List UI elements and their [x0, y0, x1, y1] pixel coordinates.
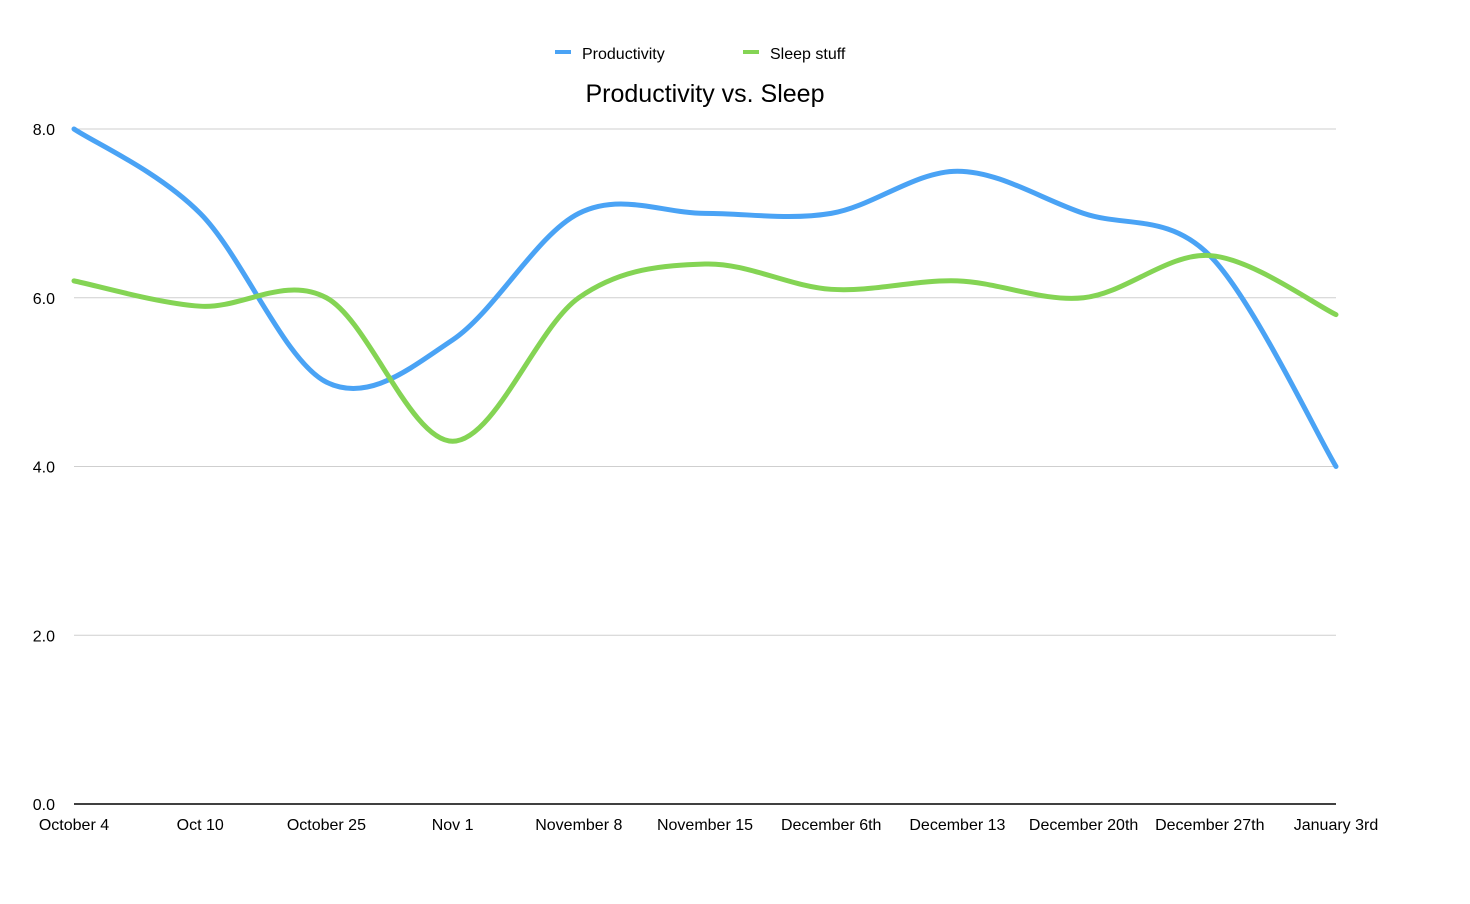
x-tick-label: December 27th — [1155, 817, 1264, 834]
x-tick-label: Oct 10 — [177, 817, 224, 834]
x-tick-label: October 4 — [39, 817, 109, 834]
x-tick-label: December 6th — [781, 817, 882, 834]
y-tick-label: 8.0 — [33, 122, 55, 139]
series-line-0 — [71, 126, 1339, 469]
legend: Productivity Sleep stuff — [555, 46, 846, 63]
y-tick-label: 0.0 — [33, 797, 55, 814]
x-tick-label: October 25 — [287, 817, 366, 834]
legend-label: Productivity — [582, 46, 665, 63]
series-line-1 — [71, 253, 1339, 444]
y-tick-label: 2.0 — [33, 628, 55, 645]
x-tick-label: Nov 1 — [432, 817, 474, 834]
y-tick-label: 4.0 — [33, 460, 55, 477]
chart-title: Productivity vs. Sleep — [586, 80, 825, 108]
x-tick-label: November 15 — [657, 817, 753, 834]
x-tick-label: November 8 — [535, 817, 622, 834]
x-tick-label: December 13 — [909, 817, 1005, 834]
legend-label: Sleep stuff — [770, 46, 846, 63]
series-lines — [71, 126, 1339, 469]
x-tick-label: December 20th — [1029, 817, 1138, 834]
y-axis-ticks: 0.0 2.0 4.0 6.0 8.0 — [33, 122, 55, 814]
y-tick-label: 6.0 — [33, 291, 55, 308]
gridlines — [74, 128, 1336, 636]
x-axis-ticks: October 4 Oct 10 October 25 Nov 1 November 8… — [39, 817, 1378, 834]
x-tick-label: January 3rd — [1294, 817, 1379, 834]
